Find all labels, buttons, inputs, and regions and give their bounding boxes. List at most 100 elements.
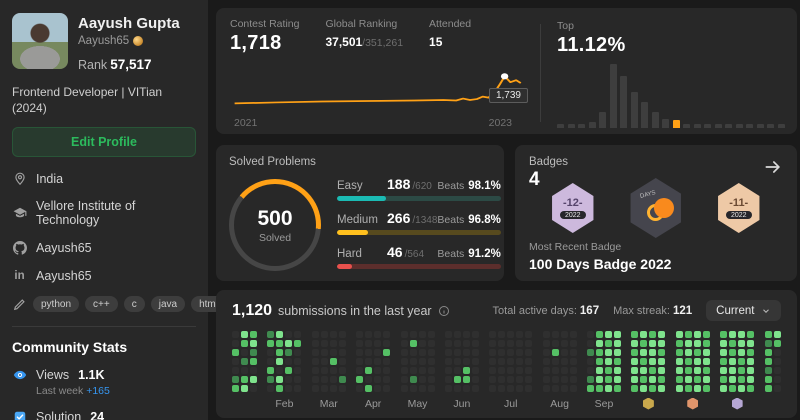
heatmap-cell	[498, 349, 506, 356]
heatmap-cell	[462, 358, 470, 365]
heatmap-month: Feb	[267, 331, 302, 410]
heatmap-cell	[729, 349, 737, 356]
heatmap-cell	[729, 376, 737, 383]
heatmap-month	[631, 331, 666, 410]
heatmap-cell	[383, 367, 391, 374]
heatmap-cell	[338, 385, 346, 392]
arrow-right-icon[interactable]	[763, 157, 783, 182]
heatmap-cell	[764, 385, 772, 392]
heatmap-cell	[738, 358, 746, 365]
badge-100-days: DAYS	[630, 178, 681, 238]
heatmap-cell	[507, 385, 515, 392]
heatmap-cell	[365, 385, 373, 392]
heatmap-cell	[596, 376, 603, 383]
badge-nov-2022: -11- 2022	[718, 183, 760, 233]
heatmap-cell	[738, 385, 746, 392]
heatmap-cell	[285, 340, 293, 347]
heatmap-cell	[764, 331, 772, 338]
heatmap-cell	[498, 331, 506, 338]
heatmap-cell	[418, 367, 426, 374]
heatmap-cell	[444, 367, 452, 374]
heatmap-cell	[294, 340, 302, 347]
heatmap-cell	[409, 349, 417, 356]
heatmap-cell	[365, 358, 373, 365]
edit-profile-button[interactable]: Edit Profile	[12, 127, 196, 158]
chart-axis: 2021 2023	[230, 115, 530, 129]
recent-badge-value: 100 Days Badge 2022	[529, 256, 672, 272]
heatmap-cell	[294, 385, 302, 392]
contest-rating-chart[interactable]: 1,739	[230, 57, 530, 115]
heatmap-cell	[320, 376, 328, 383]
heatmap-cell	[498, 376, 506, 383]
heatmap-cell	[551, 376, 559, 383]
heatmap-cell	[507, 367, 515, 374]
heatmap-cell	[773, 367, 781, 374]
heatmap-cell	[605, 367, 612, 374]
attended-value: 15	[429, 35, 443, 49]
github-text[interactable]: Aayush65	[36, 240, 92, 255]
heatmap-cell	[329, 385, 337, 392]
skill-tag-cpp[interactable]: c++	[85, 296, 118, 313]
profile-header: Aayush Gupta Aayush65 Rank 57,517	[12, 13, 196, 72]
heatmap-cell	[738, 331, 746, 338]
histogram-bar	[620, 76, 627, 128]
heatmap-cell	[569, 376, 577, 383]
heatmap-cell	[241, 376, 248, 383]
heatmap-cell	[747, 358, 755, 365]
heatmap-cell	[516, 340, 524, 347]
heatmap-cell	[374, 367, 382, 374]
chart-tooltip: 1,739	[488, 88, 528, 103]
heatmap-cell	[267, 349, 275, 356]
linkedin-text[interactable]: Aayush65	[36, 268, 92, 283]
heatmap-month: Jul	[489, 331, 533, 410]
heatmap-cell	[560, 376, 568, 383]
info-icon[interactable]	[438, 305, 450, 317]
histogram-bar	[704, 124, 711, 128]
views-sub-value: +165	[86, 385, 110, 398]
heatmap-cell	[693, 367, 701, 374]
heatmap-cell	[471, 358, 479, 365]
heatmap-cell	[365, 340, 373, 347]
histogram-bar	[567, 124, 575, 128]
heatmap-cell	[720, 340, 728, 347]
heatmap-month: Aug	[542, 331, 577, 410]
heatmap-cell	[551, 331, 559, 338]
heatmap-cell	[614, 385, 621, 392]
heatmap-cell	[383, 385, 391, 392]
heatmap-cell	[693, 349, 701, 356]
rating-histogram[interactable]	[557, 62, 785, 128]
heatmap-grid[interactable]: Feb Mar Apr May Jun Jul Aug Sep	[232, 331, 781, 410]
range-dropdown[interactable]: Current	[706, 300, 781, 321]
heatmap-cell	[773, 376, 781, 383]
heatmap-cell	[489, 367, 497, 374]
skill-tag-c[interactable]: c	[123, 296, 145, 313]
views-value: 1.1K	[78, 367, 105, 382]
heatmap-cell	[409, 376, 417, 383]
heatmap-cell	[658, 349, 666, 356]
heatmap-cell	[329, 331, 337, 338]
heatmap-cell	[720, 385, 728, 392]
heatmap-cell	[311, 367, 319, 374]
github-icon	[12, 240, 27, 255]
heatmap-cell	[232, 331, 239, 338]
heatmap-cell	[525, 331, 533, 338]
heatmap-cell	[498, 367, 506, 374]
contest-section: Contest Rating 1,718 Global Ranking 37,5…	[230, 18, 530, 129]
skill-tag-python[interactable]: python	[33, 296, 80, 313]
heatmap-cell	[587, 340, 594, 347]
heatmap-cell	[471, 340, 479, 347]
heatmap-cell	[542, 340, 550, 347]
heatmap-cell	[773, 331, 781, 338]
heatmap-cell	[525, 340, 533, 347]
heatmap-cell	[276, 331, 284, 338]
attended-stat: Attended 15	[429, 18, 471, 55]
heatmap-cell	[267, 367, 275, 374]
heatmap-cell	[374, 385, 382, 392]
badges-strip[interactable]: -12- 2022 DAYS -11- 2022	[529, 177, 783, 239]
heatmap-cell	[462, 349, 470, 356]
heatmap-month: Mar	[311, 331, 346, 410]
views-label: Views	[36, 367, 70, 382]
skill-tag-java[interactable]: java	[150, 296, 186, 313]
heatmap-cell	[294, 358, 302, 365]
month-label: Feb	[275, 397, 294, 410]
